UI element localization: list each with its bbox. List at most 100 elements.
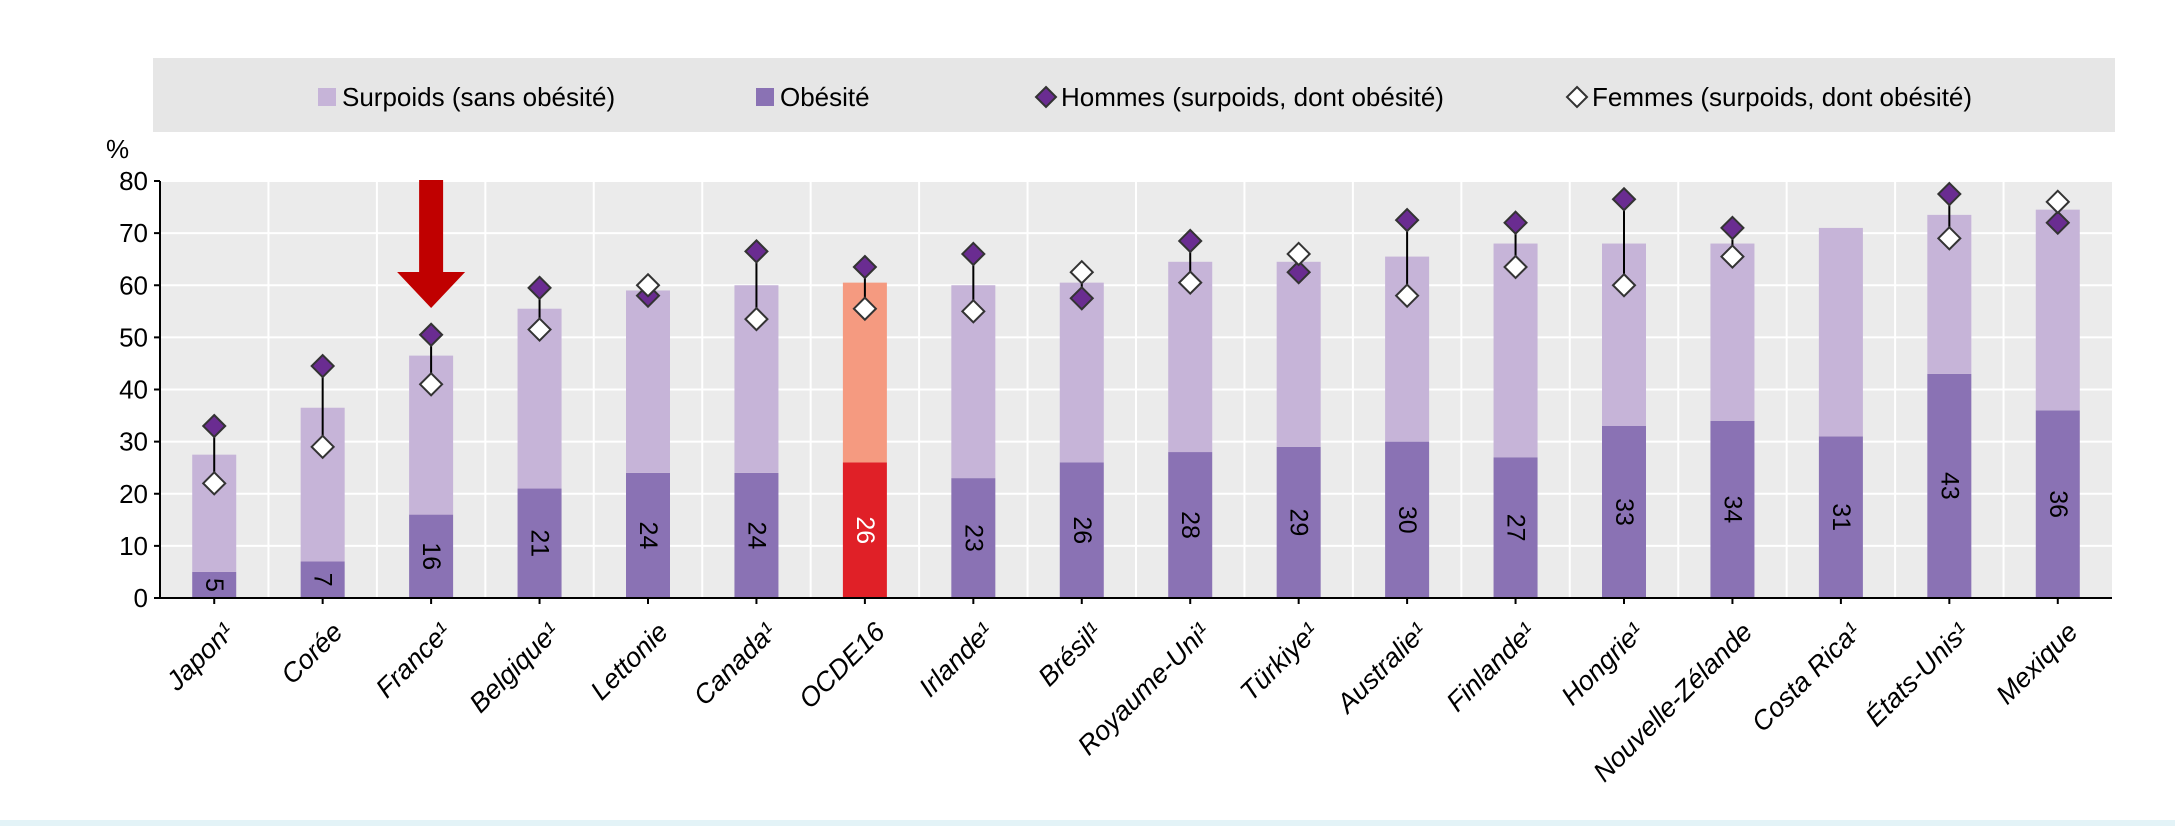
legend-marker-men <box>1034 85 1058 109</box>
marker-men <box>960 241 986 267</box>
x-category-label: Australie¹ <box>1330 617 1433 720</box>
marker-men <box>418 322 444 348</box>
data-label-obesity: 5 <box>200 578 228 592</box>
y-tick-label: 80 <box>119 166 148 196</box>
marker-women <box>201 470 227 496</box>
marker-women <box>1286 241 1312 267</box>
marker-women <box>1936 225 1962 251</box>
x-category-label: Brésil¹ <box>1032 617 1107 692</box>
marker-women <box>635 272 661 298</box>
bar-obesity <box>1385 441 1430 598</box>
y-tick-label: 50 <box>119 322 148 352</box>
data-label-obesity: 36 <box>2044 490 2072 518</box>
y-tick-label: 40 <box>119 375 148 405</box>
marker-women <box>2045 189 2071 215</box>
marker-men <box>1611 186 1637 212</box>
legend-swatch-overweight <box>318 88 336 106</box>
legend-label-overweight: Surpoids (sans obésité) <box>342 82 615 112</box>
x-category-label: Costa Rica¹ <box>1746 617 1867 738</box>
marker-women <box>527 317 552 342</box>
bar-obesity <box>409 514 454 598</box>
marker-women <box>1503 254 1528 280</box>
marker-women <box>744 306 769 332</box>
bar-obesity <box>951 478 996 598</box>
y-tick-label: 60 <box>119 270 148 300</box>
marker-women <box>1069 259 1095 285</box>
data-label-obesity: 16 <box>417 542 445 570</box>
x-category-label: Mexique <box>1990 617 2083 710</box>
data-label-obesity: 23 <box>959 524 987 552</box>
marker-women <box>852 296 878 322</box>
bottom-strip <box>0 820 2175 826</box>
x-category-label: Türkiye¹ <box>1234 617 1324 707</box>
marker-men <box>1069 285 1095 311</box>
bar-overweight <box>1059 282 1104 463</box>
x-category-label: Irlande¹ <box>913 617 999 703</box>
marker-women <box>418 371 444 397</box>
highlight-arrow <box>397 180 466 308</box>
y-tick-label: 0 <box>134 583 148 613</box>
plot-area: 0 10 20 30 40 50 60 70 80 5 Japon¹ 7 Corée 16 France¹ 2… <box>119 166 2112 787</box>
data-label-obesity: 43 <box>1935 472 1963 500</box>
data-label-obesity: 34 <box>1718 495 1746 523</box>
marker-women <box>1177 270 1203 296</box>
data-label-obesity: 33 <box>1610 498 1638 526</box>
marker-women <box>1720 244 1745 269</box>
marker-women <box>960 298 986 324</box>
bar-overweight <box>1710 243 1755 421</box>
data-label-obesity: 21 <box>526 529 554 557</box>
data-label-obesity: 31 <box>1827 503 1855 531</box>
bar-obesity <box>842 462 887 598</box>
legend-background <box>153 58 2115 132</box>
x-category-label: Lettonie <box>585 617 674 706</box>
marker-men <box>1177 228 1203 254</box>
data-label-obesity: 27 <box>1502 514 1530 542</box>
x-category-label: Hongrie¹ <box>1555 617 1649 711</box>
marker-women <box>1394 283 1420 309</box>
legend-label-obesity: Obésité <box>780 82 870 112</box>
marker-men <box>1286 259 1312 285</box>
bar-obesity <box>734 472 779 598</box>
legend-marker-women <box>1565 85 1589 109</box>
y-axis-unit-label: % <box>106 134 129 164</box>
marker-men <box>310 353 336 379</box>
bar-obesity <box>1710 420 1755 598</box>
data-label-obesity: 28 <box>1176 511 1204 539</box>
marker-men <box>2045 210 2071 236</box>
x-category-label: Belgique¹ <box>463 617 565 719</box>
y-tick-label: 30 <box>119 427 148 457</box>
data-label-obesity: 24 <box>634 522 662 550</box>
bar-obesity <box>2035 410 2080 598</box>
x-category-label: Japon¹ <box>160 617 240 697</box>
marker-men <box>201 413 227 439</box>
data-label-obesity: 26 <box>851 516 879 544</box>
marker-women <box>1611 272 1637 298</box>
legend: Surpoids (sans obésité) Obésité Hommes (su… <box>153 58 2115 132</box>
legend-label-women: Femmes (surpoids, dont obésité) <box>1592 82 1972 112</box>
bar-obesity <box>626 472 670 598</box>
x-category-label: Canada¹ <box>688 617 782 711</box>
bar-obesity <box>1927 373 1972 598</box>
bar-overweight <box>1276 261 1321 447</box>
x-category-label: États-Unis¹ <box>1860 617 1976 733</box>
bar-obesity <box>1168 452 1213 598</box>
y-tick-label: 70 <box>119 218 148 248</box>
marker-women <box>310 434 336 460</box>
y-tick-label: 10 <box>119 531 148 561</box>
bar-obesity <box>517 488 562 598</box>
marker-men <box>1720 215 1745 241</box>
marker-men <box>744 238 769 264</box>
data-label-obesity: 7 <box>309 573 337 587</box>
data-label-obesity: 29 <box>1285 509 1313 537</box>
marker-men <box>1503 210 1528 236</box>
marker-men <box>527 275 552 301</box>
bar-obesity <box>1276 446 1321 598</box>
bar-overweight <box>626 290 670 473</box>
bar-obesity <box>1602 425 1646 598</box>
bar-obesity <box>1493 457 1538 598</box>
bar-overweight <box>1818 227 1863 437</box>
data-label-obesity: 24 <box>742 522 770 550</box>
data-label-obesity: 30 <box>1393 506 1421 534</box>
marker-men <box>852 254 878 280</box>
